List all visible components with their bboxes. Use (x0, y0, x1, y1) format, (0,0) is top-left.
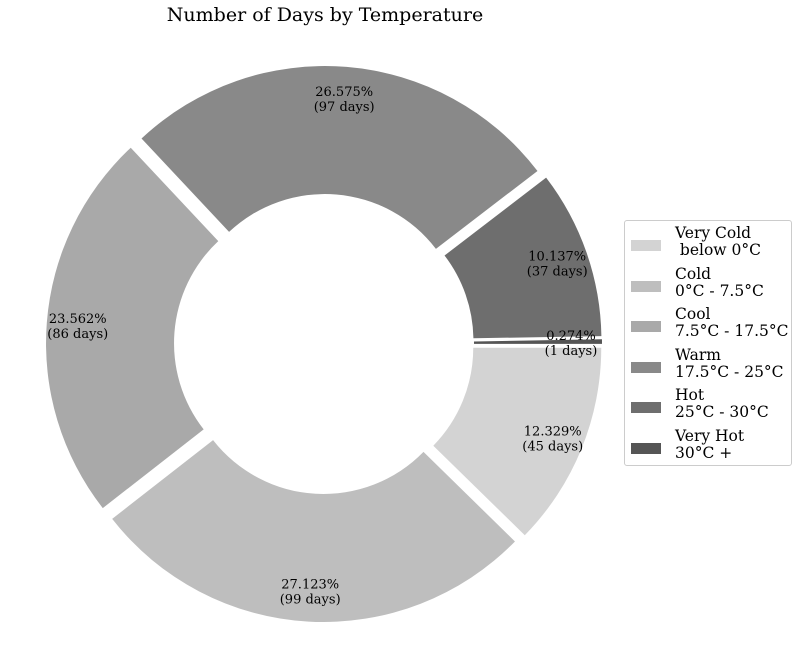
slice-percent-label: 0.274% (546, 329, 596, 344)
slice-label-4: 10.137% (37 days) (527, 250, 588, 280)
slice-days-label: (45 days) (522, 439, 583, 454)
legend-entry-4: Hot 25°C - 30°C (631, 387, 785, 428)
slice-days-label: (86 days) (47, 327, 108, 342)
legend-label: Very Cold below 0°C (675, 224, 761, 259)
legend-entry-3: Warm 17.5°C - 25°C (631, 345, 785, 388)
legend-swatch (631, 280, 661, 292)
slice-0 (433, 347, 602, 536)
slice-days-label: (99 days) (280, 593, 341, 608)
legend-label: Very Hot 30°C + (675, 426, 745, 462)
slice-days-label: (1 days) (545, 344, 598, 359)
slice-1 (112, 440, 515, 622)
slice-2 (46, 147, 219, 509)
slice-label-5: 0.274% (1 days) (545, 329, 598, 359)
legend-label: Cold 0°C - 7.5°C (675, 264, 764, 300)
legend-label: Hot 25°C - 30°C (675, 386, 769, 421)
slice-label-1: 27.123% (99 days) (280, 578, 341, 608)
slice-days-label: (37 days) (527, 265, 588, 280)
legend-swatch (631, 361, 661, 373)
chart-title: Number of Days by Temperature (166, 4, 484, 26)
legend-swatch (631, 442, 661, 454)
legend-swatch (631, 321, 661, 332)
slice-days-label: (97 days) (314, 100, 375, 115)
slice-5 (473, 339, 602, 344)
legend-entry-1: Cold 0°C - 7.5°C (631, 264, 785, 307)
slice-percent-label: 27.123% (281, 578, 339, 593)
slice-3 (141, 66, 538, 249)
legend-label: Warm 17.5°C - 25°C (675, 345, 784, 381)
legend-entry-2: Cool 7.5°C - 17.5°C (631, 305, 789, 347)
slice-label-0: 12.329% (45 days) (522, 424, 583, 454)
legend-entry-5: Very Hot 30°C + (631, 426, 785, 469)
slice-percent-label: 10.137% (528, 250, 586, 265)
legend-label: Cool 7.5°C - 17.5°C (675, 305, 789, 340)
legend: Very Cold below 0°C Cold 0°C - 7.5°C Cool … (624, 220, 792, 466)
legend-swatch (631, 240, 661, 251)
slice-percent-label: 26.575% (315, 85, 373, 100)
labels-layer: 12.329% (45 days)27.123% (99 days)23.562%(… (47, 85, 597, 608)
slice-percent-label: 12.329% (524, 424, 582, 439)
legend-entry-0: Very Cold below 0°C (631, 225, 785, 266)
slice-percent-label: 23.562% (49, 312, 107, 327)
slice-label-3: 26.575% (97 days) (314, 85, 375, 115)
legend-swatch (631, 402, 661, 413)
slice-label-2: 23.562% (86 days) (47, 312, 108, 342)
slice-4 (444, 177, 602, 339)
donut-chart: 12.329% (45 days)27.123% (99 days)23.562%(… (46, 66, 602, 622)
slices-layer (46, 66, 602, 622)
